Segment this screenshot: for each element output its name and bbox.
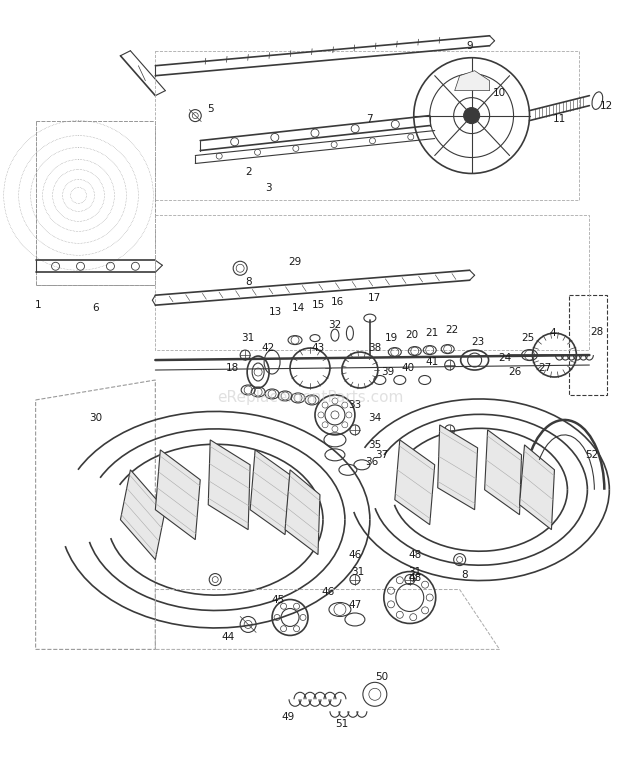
Text: 48: 48 [408, 572, 422, 583]
Text: 44: 44 [221, 633, 235, 643]
Polygon shape [395, 440, 435, 525]
Circle shape [464, 108, 480, 124]
Text: 49: 49 [281, 712, 294, 722]
Text: 5: 5 [207, 104, 213, 114]
Text: 38: 38 [368, 343, 381, 353]
Text: 47: 47 [348, 600, 361, 610]
Text: 25: 25 [521, 333, 534, 343]
Text: 1: 1 [35, 300, 42, 310]
Text: 33: 33 [348, 400, 361, 410]
Bar [569, 295, 608, 395]
Text: 29: 29 [288, 257, 302, 267]
Polygon shape [285, 470, 320, 555]
Polygon shape [208, 440, 250, 529]
Text: 10: 10 [493, 88, 506, 98]
Text: 13: 13 [268, 307, 281, 317]
Polygon shape [250, 450, 290, 535]
Text: 22: 22 [445, 325, 458, 335]
Text: 51: 51 [335, 719, 348, 729]
Polygon shape [438, 425, 477, 510]
Text: 3: 3 [265, 183, 272, 193]
Text: 37: 37 [375, 450, 389, 460]
Text: 23: 23 [471, 337, 484, 347]
Text: 41: 41 [425, 357, 438, 367]
Text: 31: 31 [352, 567, 365, 577]
Text: 39: 39 [381, 367, 394, 377]
Text: 35: 35 [368, 440, 381, 450]
Text: 8: 8 [461, 570, 468, 580]
Text: 15: 15 [311, 300, 325, 310]
Text: 18: 18 [226, 363, 239, 373]
Polygon shape [120, 470, 166, 559]
Text: 11: 11 [553, 114, 566, 124]
Text: 21: 21 [425, 328, 438, 338]
Text: eReplacementParts.com: eReplacementParts.com [217, 390, 403, 405]
Text: 46: 46 [321, 587, 335, 597]
Text: 6: 6 [92, 303, 99, 313]
Text: 16: 16 [331, 297, 345, 307]
Text: 20: 20 [405, 330, 419, 340]
Text: 43: 43 [311, 343, 325, 353]
Text: 14: 14 [291, 303, 304, 313]
Text: 34: 34 [368, 413, 381, 423]
Text: 7: 7 [366, 114, 373, 124]
Text: 19: 19 [385, 333, 399, 343]
Text: 32: 32 [329, 320, 342, 330]
Polygon shape [485, 430, 521, 515]
Text: 50: 50 [375, 672, 388, 682]
Polygon shape [520, 445, 554, 529]
Text: 8: 8 [245, 277, 252, 287]
Text: 45: 45 [272, 594, 285, 604]
Text: 2: 2 [245, 167, 252, 177]
Text: 28: 28 [591, 327, 604, 337]
Polygon shape [156, 450, 200, 539]
Text: 52: 52 [585, 450, 598, 460]
Text: 30: 30 [89, 413, 102, 423]
Text: 12: 12 [600, 101, 613, 111]
Text: 31: 31 [242, 333, 255, 343]
Text: 9: 9 [466, 40, 473, 50]
Text: 4: 4 [549, 328, 556, 338]
Text: 27: 27 [538, 363, 551, 373]
Text: 42: 42 [262, 343, 275, 353]
Polygon shape [454, 71, 490, 91]
Text: 46: 46 [348, 549, 361, 559]
Text: 36: 36 [365, 457, 378, 467]
Text: 17: 17 [368, 293, 381, 303]
Text: 31: 31 [408, 567, 422, 577]
Text: 24: 24 [498, 353, 511, 363]
Text: 40: 40 [401, 363, 414, 373]
Text: 26: 26 [508, 367, 521, 377]
Text: 48: 48 [408, 549, 422, 559]
